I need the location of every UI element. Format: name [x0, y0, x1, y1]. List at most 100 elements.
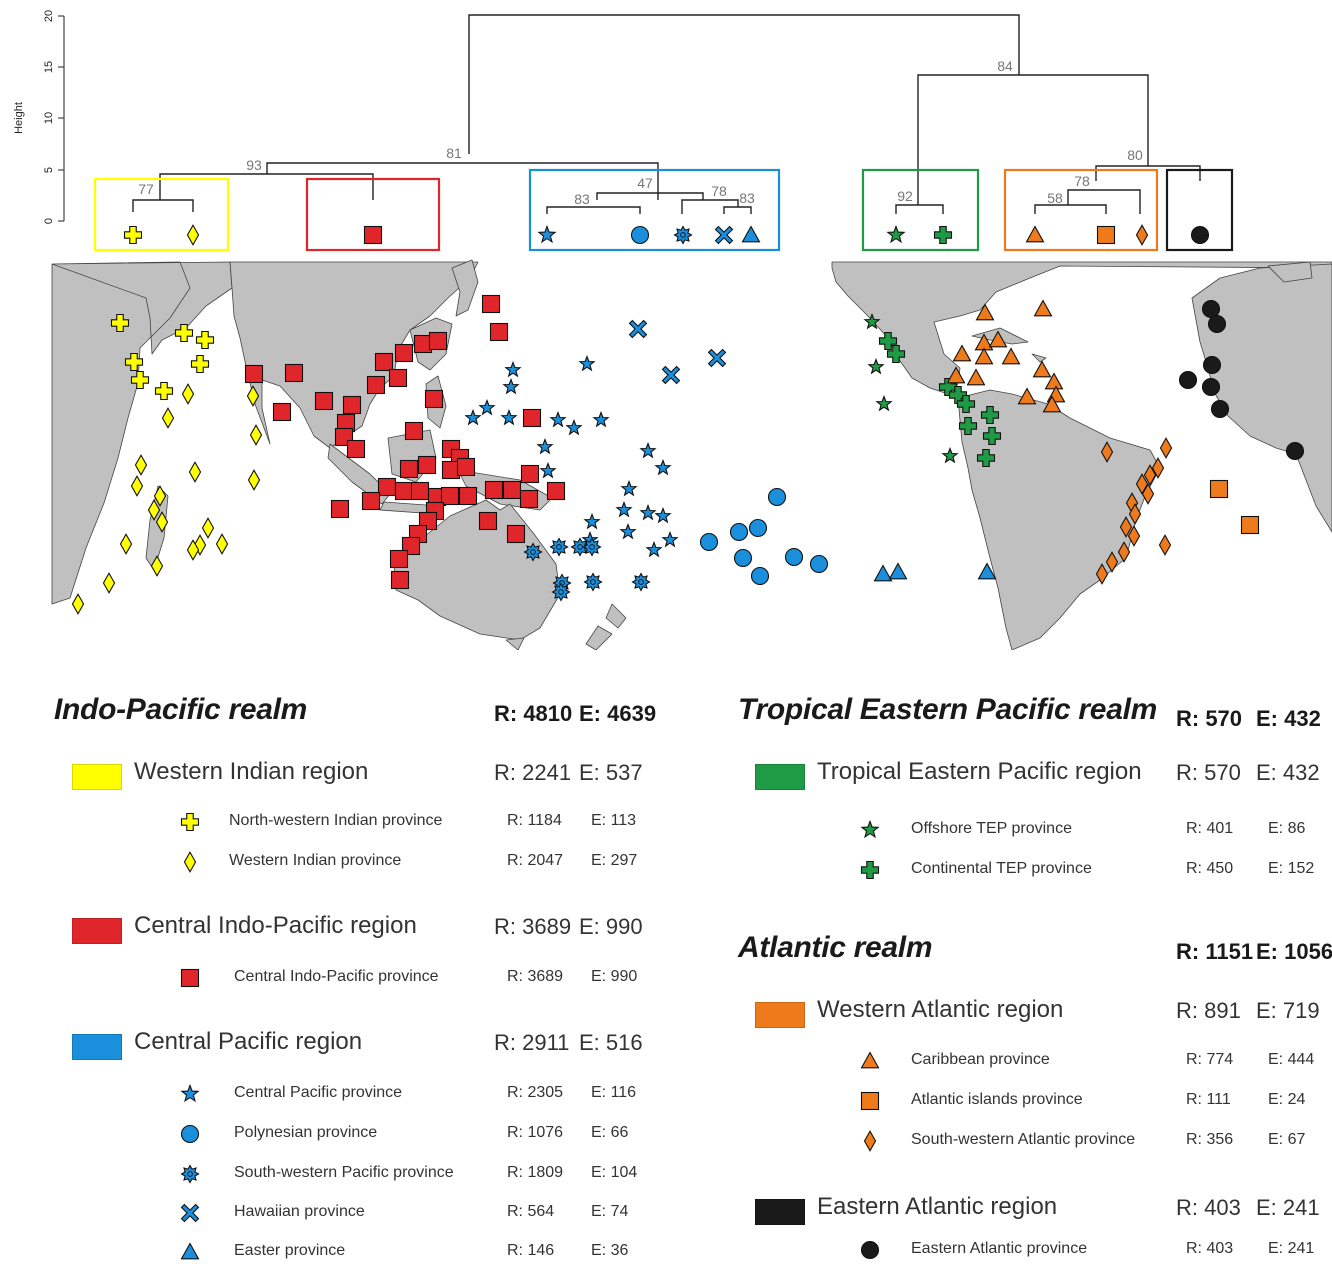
realm-endemism: E: 4639 [579, 701, 657, 726]
branch-indo-pacific [266, 162, 659, 200]
square-icon [440, 486, 460, 506]
diamond-icon [153, 485, 167, 507]
diamond-icon [71, 593, 85, 615]
circle-icon [733, 548, 753, 568]
cross-icon [124, 352, 144, 372]
diamond-icon [134, 454, 148, 476]
circle-icon [1285, 441, 1305, 461]
asterisk-icon [549, 537, 569, 557]
star-icon [875, 394, 893, 412]
square-icon [506, 524, 526, 544]
land [51, 259, 1332, 650]
square-icon [481, 294, 501, 314]
realm-title: Atlantic realm [738, 931, 933, 964]
map [51, 259, 1332, 650]
square-icon [388, 368, 408, 388]
node-label: 80 [1127, 147, 1143, 163]
square-icon [244, 364, 264, 384]
node-label: 92 [897, 188, 913, 204]
star-icon [500, 408, 518, 426]
square-icon [860, 1091, 880, 1111]
realm-richness: R: 4810 [494, 701, 573, 726]
province-name: South-western Pacific province [234, 1164, 454, 1181]
diamond-icon [201, 517, 215, 539]
province-richness: R: 774 [1186, 1051, 1234, 1068]
province-richness: R: 1809 [507, 1164, 564, 1181]
star-icon [863, 312, 881, 330]
square-icon [502, 480, 522, 500]
cross-icon [933, 225, 953, 245]
diamond-icon [130, 475, 144, 497]
province-richness: R: 2305 [507, 1084, 564, 1101]
cross-icon [195, 330, 215, 350]
province-endemism: E: 24 [1268, 1091, 1306, 1108]
leaf-symbols [123, 224, 1210, 246]
node-label: 93 [246, 157, 262, 173]
diamond-icon [102, 572, 116, 594]
node-label: 83 [739, 190, 755, 206]
diamond-icon [1127, 525, 1141, 547]
square-icon [456, 457, 476, 477]
province-name: Western Indian province [229, 852, 402, 869]
region-richness: R: 891 [1176, 998, 1241, 1023]
star-icon [615, 500, 633, 518]
y-axis-ticks: 0 5 10 15 20 [43, 10, 64, 224]
diamond-icon [147, 499, 161, 521]
square-icon [399, 459, 419, 479]
x-icon [628, 319, 648, 339]
triangle-icon [860, 1051, 880, 1069]
region-richness: R: 3689 [494, 914, 572, 939]
realm-title: Tropical Eastern Pacific realm [738, 693, 1157, 726]
branch-western-indian [132, 199, 194, 212]
star-icon [549, 410, 567, 428]
circle-icon [784, 547, 804, 567]
asterisk-icon [570, 537, 590, 557]
province-name: Atlantic islands province [911, 1091, 1083, 1108]
diamond-icon [155, 511, 169, 533]
province-richness: R: 1184 [507, 812, 562, 829]
node-label: 58 [1047, 190, 1063, 206]
province-richness: R: 403 [1186, 1240, 1234, 1257]
star-icon [464, 408, 482, 426]
diamond-icon [1135, 224, 1149, 246]
node-labels: 77 93 81 83 47 78 83 84 92 80 78 58 [138, 58, 1143, 207]
square-icon [484, 480, 504, 500]
province-richness: R: 3689 [507, 968, 564, 985]
circle-icon [767, 487, 787, 507]
node-label: 78 [1074, 173, 1090, 189]
province-richness: R: 564 [507, 1203, 555, 1220]
province-name: North-western Indian province [229, 812, 443, 829]
province-name: Hawaiian province [234, 1203, 365, 1220]
star-icon [860, 819, 880, 839]
region-title: Central Indo-Pacific region [134, 912, 417, 939]
star-icon [578, 354, 596, 372]
province-name: Continental TEP province [911, 860, 1092, 877]
square-icon [330, 499, 350, 519]
cross-icon [123, 225, 143, 245]
node-label: 78 [711, 183, 727, 199]
region-color-swatch [72, 1034, 122, 1060]
realm-richness: R: 570 [1176, 706, 1243, 731]
triangle-icon [1017, 387, 1037, 405]
triangle-icon [952, 344, 972, 362]
triangle-icon [1033, 299, 1053, 317]
star-icon [502, 377, 520, 395]
western-indian-box [93, 177, 230, 252]
diamond-icon [863, 1130, 877, 1152]
province-richness: R: 450 [1186, 860, 1234, 877]
branch-cp-asterisk-group [681, 199, 739, 214]
region-color-swatch [72, 918, 122, 944]
australia [393, 499, 561, 641]
diamond-icon [1117, 541, 1131, 563]
square-icon [272, 402, 292, 422]
cross-icon [130, 370, 150, 390]
node-label: 77 [138, 181, 154, 197]
tep-box [861, 168, 980, 252]
diamond-icon [247, 469, 261, 491]
square-icon [394, 343, 414, 363]
triangle-icon [741, 225, 761, 243]
square-icon [522, 408, 542, 428]
y-axis-title: Height [13, 102, 25, 134]
x-icon [180, 1203, 200, 1223]
y-tick-label: 10 [43, 112, 55, 124]
